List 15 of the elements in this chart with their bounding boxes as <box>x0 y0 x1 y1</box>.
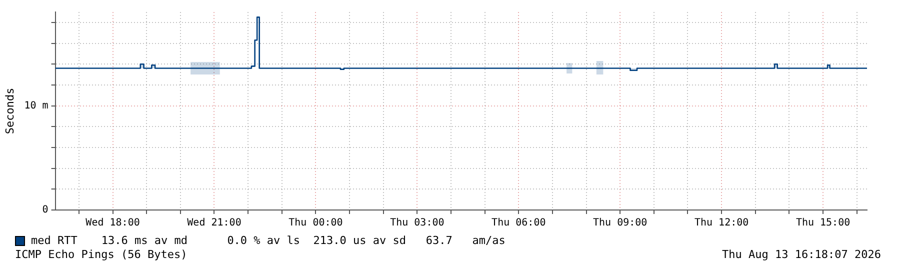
x-tick-label: Thu 00:00 <box>288 218 343 229</box>
x-tick-label: Wed 18:00 <box>86 218 140 229</box>
y-tick-label: 0 <box>42 204 48 216</box>
x-tick-label: Thu 09:00 <box>593 218 648 229</box>
x-tick-label: Thu 06:00 <box>492 218 546 229</box>
text: ICMP Echo Pings (56 Bytes) <box>15 248 188 261</box>
x-tick-label: Wed 21:00 <box>187 218 242 229</box>
text: Thu Aug 13 16:18:07 2026 <box>722 248 881 261</box>
x-tick-label: Thu 03:00 <box>390 218 444 229</box>
y-axis-title: Seconds <box>3 88 16 134</box>
legend-label: med RTT <box>31 234 78 247</box>
x-tick-label: Thu 12:00 <box>694 218 749 229</box>
text: 13.6 ms av md 0.0 % av ls 213.0 us av sd 63.7 am/as <box>101 234 506 247</box>
y-tick-label: 10 m <box>24 100 48 112</box>
x-tick-label: Thu 15:00 <box>796 218 850 229</box>
